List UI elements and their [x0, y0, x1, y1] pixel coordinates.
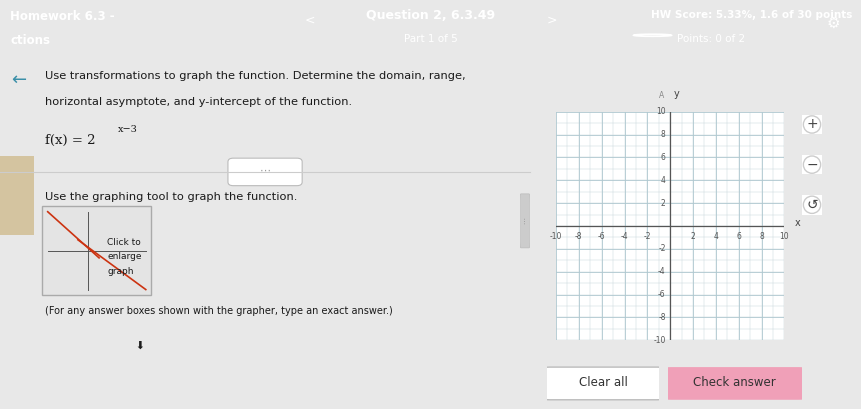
Text: ctions: ctions — [10, 34, 50, 47]
Text: -4: -4 — [620, 231, 628, 240]
Text: horizontal asymptote, and y-intercept of the function.: horizontal asymptote, and y-intercept of… — [45, 97, 352, 107]
Bar — [0, 156, 34, 235]
Text: ←: ← — [11, 71, 26, 89]
Text: ↺: ↺ — [805, 198, 817, 212]
Text: 4: 4 — [713, 231, 717, 240]
Text: Part 1 of 5: Part 1 of 5 — [404, 34, 457, 44]
Text: y: y — [672, 89, 678, 99]
Text: ⚙: ⚙ — [826, 16, 839, 31]
Text: f(x) = 2: f(x) = 2 — [45, 134, 96, 147]
Text: graph: graph — [107, 267, 133, 276]
Text: enlarge: enlarge — [107, 252, 141, 261]
Text: 4: 4 — [660, 176, 665, 185]
Text: x−3: x−3 — [118, 125, 138, 134]
Text: -8: -8 — [657, 313, 665, 322]
FancyBboxPatch shape — [543, 367, 662, 400]
Text: A: A — [659, 91, 664, 100]
Text: Homework 6.3 -: Homework 6.3 - — [10, 10, 115, 23]
Text: 6: 6 — [735, 231, 740, 240]
Circle shape — [802, 196, 820, 213]
Text: −: − — [805, 157, 817, 172]
Text: -10: -10 — [549, 231, 561, 240]
FancyBboxPatch shape — [42, 206, 151, 295]
Text: -10: -10 — [653, 336, 665, 345]
Text: -2: -2 — [643, 231, 650, 240]
Text: 2: 2 — [660, 199, 665, 208]
Text: -2: -2 — [657, 244, 665, 253]
Text: Use the graphing tool to graph the function.: Use the graphing tool to graph the funct… — [45, 192, 297, 202]
Circle shape — [802, 156, 820, 173]
Text: ⋯: ⋯ — [522, 217, 527, 225]
Text: x: x — [794, 218, 800, 227]
Text: 2: 2 — [690, 231, 695, 240]
Text: 10: 10 — [655, 107, 665, 116]
Text: ⬆: ⬆ — [133, 337, 142, 346]
Circle shape — [802, 116, 820, 133]
Text: Question 2, 6.3.49: Question 2, 6.3.49 — [366, 9, 495, 22]
Text: ⋯: ⋯ — [259, 166, 270, 176]
Text: Clear all: Clear all — [579, 376, 627, 389]
Text: HW Score: 5.33%, 1.6 of 30 points: HW Score: 5.33%, 1.6 of 30 points — [650, 10, 852, 20]
Text: 6: 6 — [660, 153, 665, 162]
Text: 10: 10 — [778, 231, 789, 240]
Text: (For any answer boxes shown with the grapher, type an exact answer.): (For any answer boxes shown with the gra… — [45, 306, 393, 316]
Text: -6: -6 — [657, 290, 665, 299]
Text: 8: 8 — [660, 130, 665, 139]
Text: -8: -8 — [574, 231, 582, 240]
Text: Click to: Click to — [107, 238, 140, 247]
Text: -6: -6 — [598, 231, 604, 240]
Text: 8: 8 — [759, 231, 763, 240]
FancyBboxPatch shape — [227, 158, 302, 186]
FancyBboxPatch shape — [519, 194, 530, 248]
Text: <: < — [305, 13, 315, 26]
Text: Use transformations to graph the function. Determine the domain, range,: Use transformations to graph the functio… — [45, 71, 465, 81]
Text: +: + — [805, 117, 817, 131]
Text: >: > — [546, 13, 556, 26]
Text: Points: 0 of 2: Points: 0 of 2 — [676, 34, 744, 44]
Text: -4: -4 — [657, 267, 665, 276]
Text: Check answer: Check answer — [693, 376, 775, 389]
FancyBboxPatch shape — [663, 367, 805, 400]
